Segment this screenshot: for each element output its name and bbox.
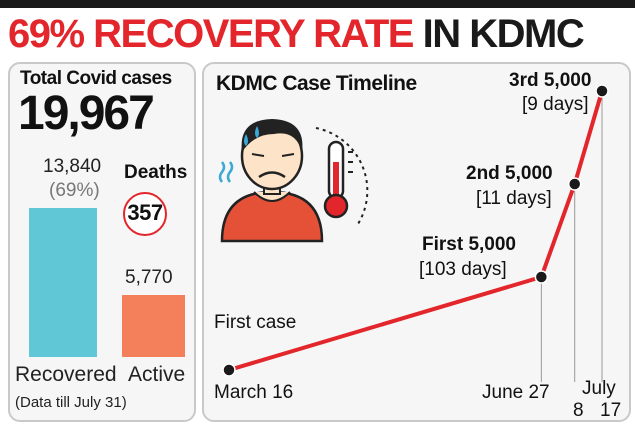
recovered-category-label: Recovered xyxy=(15,363,117,386)
point-label-first-case: First case xyxy=(214,312,297,333)
timeline-series-line xyxy=(228,90,604,372)
timeline-point-2 xyxy=(534,270,549,284)
active-category-label: Active xyxy=(128,363,186,386)
point-label-first-5000: First 5,000 xyxy=(422,234,516,255)
x-tick-label-8: 8 xyxy=(573,400,584,421)
recovered-percent-label: (69%) xyxy=(49,180,100,201)
total-cases-label: Total Covid cases xyxy=(20,68,172,89)
sick-person-icon xyxy=(218,119,324,243)
top-rule xyxy=(0,0,635,8)
recovered-value-label: 13,840 xyxy=(43,156,102,177)
timeline-panel: KDMC Case Timeline First case First 5,00… xyxy=(202,62,631,422)
point-detail-first-5000: [103 days] xyxy=(419,259,507,280)
bar-active xyxy=(122,295,185,357)
x-tick-label-17: 17 xyxy=(600,400,622,421)
headline-suffix: IN KDMC xyxy=(422,12,585,56)
x-tick-label-july: July xyxy=(582,378,616,399)
active-value-label: 5,770 xyxy=(125,267,173,288)
timeline-point-1 xyxy=(222,363,236,377)
dashed-arc xyxy=(315,127,369,225)
summary-panel: Total Covid cases 19,967 13,840 (69%) Re… xyxy=(8,62,196,422)
headline-main: 69% RECOVERY RATE xyxy=(8,12,415,56)
deaths-label: Deaths xyxy=(124,162,188,183)
x-tick-label-march-16: March 16 xyxy=(214,382,294,403)
deaths-badge xyxy=(123,192,167,236)
point-detail-3rd-5000: [9 days] xyxy=(522,94,589,115)
point-label-3rd-5000: 3rd 5,000 xyxy=(509,70,592,91)
data-footnote: (Data till July 31) xyxy=(15,394,127,411)
x-tick-label-june-27: June 27 xyxy=(482,382,550,403)
deaths-value: 357 xyxy=(127,200,163,225)
point-detail-2nd-5000: [11 days] xyxy=(476,188,552,209)
chart-title: KDMC Case Timeline xyxy=(216,72,417,95)
point-label-2nd-5000: 2nd 5,000 xyxy=(466,163,553,184)
timeline-point-4 xyxy=(595,84,609,98)
timeline-point-3 xyxy=(567,177,582,191)
thermometer-icon xyxy=(323,140,353,219)
page-headline: 69% RECOVERY RATE IN KDMC xyxy=(8,10,585,58)
bar-recovered xyxy=(29,208,97,357)
timeline-canvas xyxy=(218,84,609,382)
total-cases-value: 19,967 xyxy=(18,87,155,140)
